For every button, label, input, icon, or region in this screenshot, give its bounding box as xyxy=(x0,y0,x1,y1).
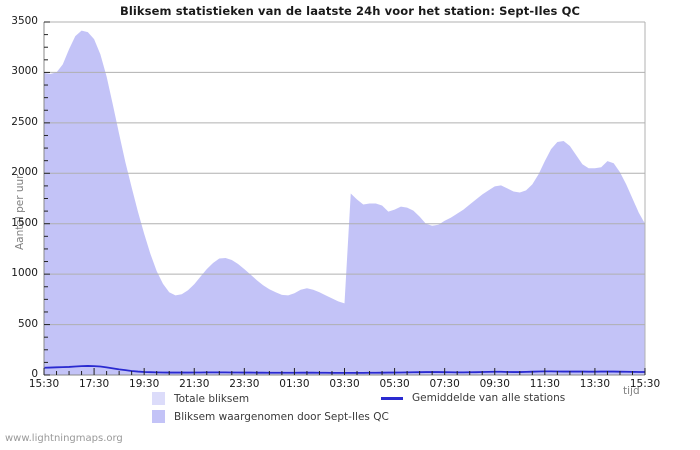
y-tick-label: 3500 xyxy=(11,15,38,27)
y-tick-label: 1500 xyxy=(11,216,38,229)
y-tick-label: 2500 xyxy=(11,115,38,128)
footer-site-url: www.lightningmaps.org xyxy=(5,433,123,444)
legend-line-average xyxy=(381,396,403,400)
x-tick-label: 15:30 xyxy=(629,378,661,390)
legend-swatch-station xyxy=(152,410,165,423)
y-tick-label: 3000 xyxy=(11,65,38,78)
x-axis-label: tijd xyxy=(623,385,640,397)
y-tick-label: 2000 xyxy=(11,166,38,179)
y-tick-label: 0 xyxy=(31,368,38,380)
chart-legend: Totale bliksem Bliksem waargenomen door … xyxy=(0,391,700,427)
x-tick-label: 13:30 xyxy=(579,378,611,390)
y-tick-label: 1000 xyxy=(11,267,38,280)
x-tick-label: 03:30 xyxy=(329,378,360,390)
x-tick-label: 11:30 xyxy=(529,378,560,390)
legend-item-station: Bliksem waargenomen door Sept-Iles QC xyxy=(152,410,389,423)
legend-item-average: Gemiddelde van alle stations xyxy=(381,392,565,404)
x-tick-label: 07:30 xyxy=(429,378,460,390)
x-tick-label: 01:30 xyxy=(279,378,310,390)
legend-swatch-total xyxy=(152,392,165,405)
y-tick-label: 500 xyxy=(17,317,38,330)
x-tick-label: 15:30 xyxy=(28,378,60,390)
y-axis-label: Aantal per uur xyxy=(14,174,26,250)
x-tick-label: 17:30 xyxy=(78,378,110,390)
legend-label-station: Bliksem waargenomen door Sept-Iles QC xyxy=(174,410,389,423)
x-tick-label: 05:30 xyxy=(379,378,410,390)
x-tick-label: 09:30 xyxy=(479,378,510,390)
x-tick-label: 19:30 xyxy=(129,378,160,390)
legend-label-total: Totale bliksem xyxy=(174,392,250,405)
chart-title: Bliksem statistieken van de laatste 24h … xyxy=(119,4,581,18)
legend-label-average: Gemiddelde van alle stations xyxy=(412,392,566,404)
x-tick-label: 23:30 xyxy=(229,378,260,390)
legend-item-total: Totale bliksem xyxy=(152,392,249,405)
x-tick-label: 21:30 xyxy=(179,378,210,390)
